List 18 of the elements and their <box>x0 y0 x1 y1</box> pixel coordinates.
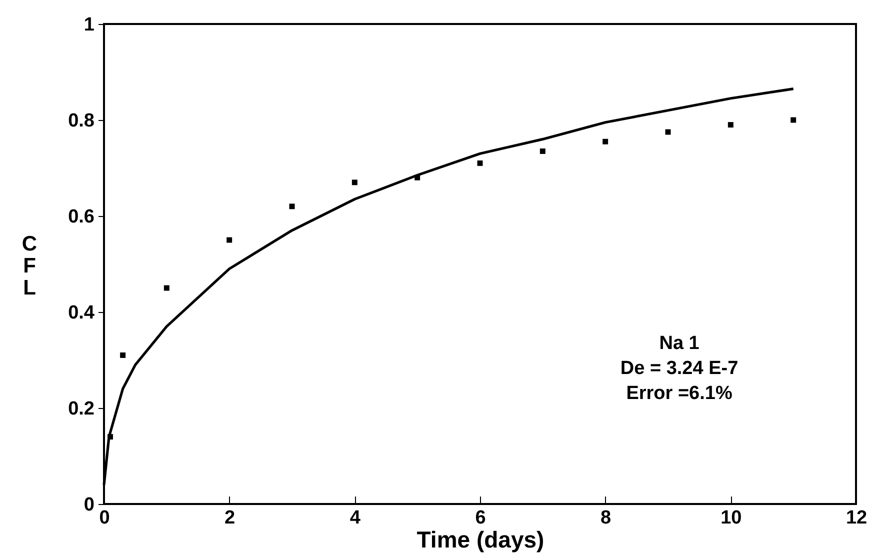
y-tick-label: 0 <box>84 494 94 516</box>
x-axis-title: Time (days) <box>416 526 544 552</box>
x-tick-label: 12 <box>846 508 868 528</box>
annotation: Na 1 <box>659 333 700 354</box>
y-tick-label: 1 <box>84 14 95 36</box>
y-tick-label: 0.6 <box>68 206 94 228</box>
x-tick-label: 0 <box>99 508 110 528</box>
y-tick-label: 0.8 <box>68 110 94 132</box>
x-tick-label: 10 <box>720 508 742 528</box>
x-tick-label: 2 <box>224 508 236 528</box>
y-axis-title: CFL <box>22 232 38 300</box>
annotation: De = 3.24 E-7 <box>620 358 738 380</box>
x-tick-label: 6 <box>475 508 486 528</box>
x-tick-label: 8 <box>600 508 612 528</box>
y-tick-label: 0.2 <box>68 398 94 420</box>
annotation: Error =6.1% <box>626 383 732 404</box>
y-tick-label: 0.4 <box>68 302 95 324</box>
x-tick-label: 4 <box>350 508 361 528</box>
